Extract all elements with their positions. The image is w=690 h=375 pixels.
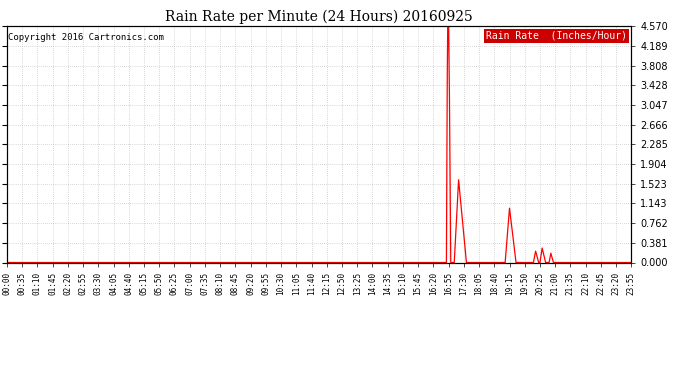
Text: Rain Rate  (Inches/Hour): Rain Rate (Inches/Hour) xyxy=(486,31,627,41)
Text: Copyright 2016 Cartronics.com: Copyright 2016 Cartronics.com xyxy=(8,33,164,42)
Title: Rain Rate per Minute (24 Hours) 20160925: Rain Rate per Minute (24 Hours) 20160925 xyxy=(165,9,473,24)
